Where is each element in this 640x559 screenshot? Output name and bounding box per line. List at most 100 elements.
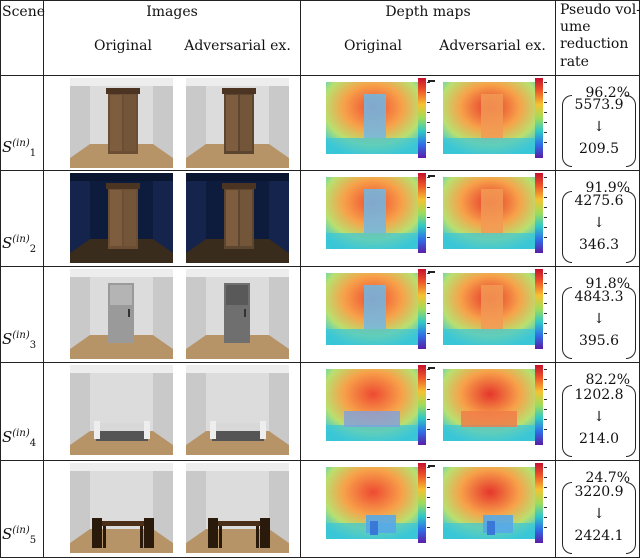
down-arrow-icon: ↓ [593, 311, 605, 327]
header-rule [0, 75, 640, 76]
colorbar [535, 78, 543, 158]
volume-after: 2424.1 [574, 528, 624, 544]
volume-after: 214.0 [578, 431, 620, 447]
scene-label: S(in)2 [2, 234, 36, 255]
scene-label-sub: 1 [29, 148, 37, 159]
bottom-rule [0, 557, 640, 558]
scene-label: S(in)5 [2, 525, 36, 546]
colorbar-ticks [427, 177, 433, 257]
scene-label-sup: (in) [12, 330, 30, 341]
colorbar-ticks [544, 369, 550, 449]
header-pseudo-3: reduction [560, 36, 629, 52]
scene-label: S(in)4 [2, 428, 36, 449]
row-rule-3 [0, 362, 640, 363]
scene-label-base: S [2, 330, 13, 348]
adversarial-depth-map [443, 273, 537, 345]
header-pseudo-4: rate [560, 54, 589, 70]
colorbar-ticks [544, 467, 550, 547]
volume-before: 4275.6 [574, 193, 624, 209]
colorbar-ticks [544, 82, 550, 162]
adversarial-depth-map [443, 369, 537, 441]
volume-before: 1202.8 [574, 387, 624, 403]
colorbar-ticks [427, 467, 433, 547]
scene-label-sub: 3 [29, 340, 37, 351]
original-depth-map [326, 177, 420, 249]
scene-label-sup: (in) [12, 234, 30, 245]
adversarial-depth-map [443, 177, 537, 249]
down-arrow-icon: ↓ [593, 409, 605, 425]
adversarial-image [186, 173, 289, 263]
adversarial-depth-map [443, 467, 537, 539]
volume-before: 4843.3 [574, 289, 624, 305]
left-border [0, 0, 1, 558]
original-image [70, 78, 173, 168]
adversarial-image [186, 78, 289, 168]
down-arrow-icon: ↓ [593, 506, 605, 522]
scene-label-sup: (in) [12, 138, 30, 149]
original-image [70, 269, 173, 359]
volume-before: 3220.9 [574, 484, 624, 500]
colorbar-cap [428, 80, 435, 82]
volume-change: 4843.3 ↓ 395.6 [562, 287, 636, 359]
original-depth-map [326, 273, 420, 345]
down-arrow-icon: ↓ [593, 119, 605, 135]
colorbar [535, 269, 543, 349]
colorbar [418, 78, 426, 158]
header-pseudo-2: ume [560, 19, 591, 35]
colorbar-ticks [427, 273, 433, 353]
original-depth-map [326, 467, 420, 539]
volume-change: 4275.6 ↓ 346.3 [562, 191, 636, 263]
colorbar [535, 365, 543, 445]
colorbar-cap [428, 465, 435, 467]
colorbar [418, 173, 426, 253]
scene-label-base: S [2, 525, 13, 543]
header-depth-adversarial: Adversarial ex. [439, 38, 546, 54]
colorbar [535, 173, 543, 253]
header-depth-maps: Depth maps [385, 4, 471, 20]
row-rule-1 [0, 170, 640, 171]
original-depth-map [326, 82, 420, 154]
original-depth-map [326, 369, 420, 441]
volume-change: 3220.9 ↓ 2424.1 [562, 482, 636, 554]
row-rule-2 [0, 266, 640, 267]
reduction-rate: 24.7% [585, 470, 630, 486]
colorbar-cap [428, 367, 435, 369]
colorbar-cap [428, 271, 435, 273]
reduction-rate: 96.2% [585, 85, 630, 101]
adversarial-image [186, 463, 289, 553]
volume-after: 395.6 [578, 333, 620, 349]
colorbar [418, 365, 426, 445]
volume-change: 1202.8 ↓ 214.0 [562, 385, 636, 457]
reduction-rate: 91.9% [585, 180, 630, 196]
colorbar [418, 463, 426, 543]
header-scene: Scene [2, 4, 46, 20]
header-images-adversarial: Adversarial ex. [184, 38, 291, 54]
row-rule-4 [0, 460, 640, 461]
scene-label-base: S [2, 428, 13, 446]
top-rule [0, 0, 640, 1]
scene-label: S(in)1 [2, 138, 36, 159]
original-image [70, 365, 173, 455]
volume-change: 5573.9 ↓ 209.5 [562, 95, 636, 167]
colorbar-cap [428, 175, 435, 177]
colorbar-ticks [544, 273, 550, 353]
header-images: Images [146, 4, 198, 20]
colorbar-ticks [427, 369, 433, 449]
adversarial-depth-map [443, 82, 537, 154]
adversarial-image [186, 269, 289, 359]
scene-col-border [43, 0, 44, 558]
depth-col-border [555, 0, 556, 558]
header-images-original: Original [94, 38, 152, 54]
volume-after: 346.3 [578, 237, 620, 253]
volume-before: 5573.9 [574, 97, 624, 113]
scene-label-sup: (in) [12, 525, 30, 536]
colorbar [535, 463, 543, 543]
adversarial-image [186, 365, 289, 455]
scene-label-sup: (in) [12, 428, 30, 439]
header-depth-original: Original [344, 38, 402, 54]
scene-label-base: S [2, 234, 13, 252]
scene-label-sub: 4 [29, 438, 37, 449]
volume-after: 209.5 [578, 141, 620, 157]
original-image [70, 173, 173, 263]
